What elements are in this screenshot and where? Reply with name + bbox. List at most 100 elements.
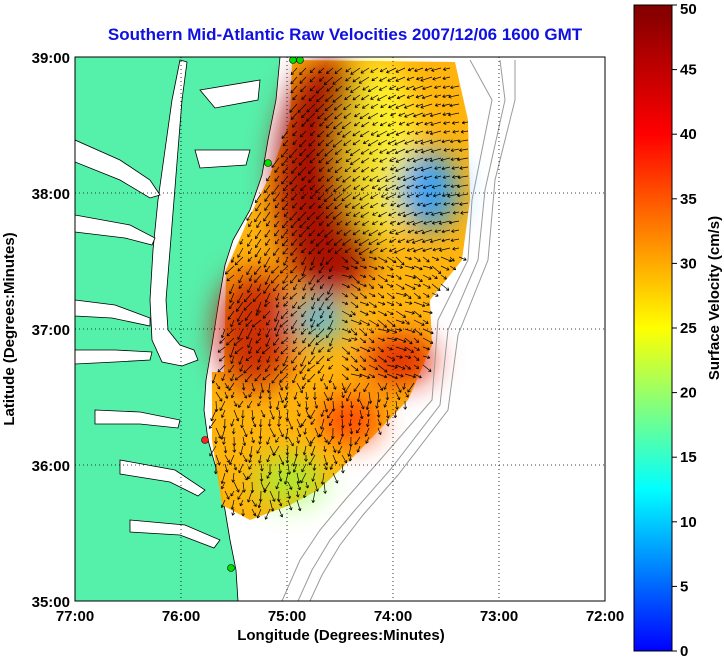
velocity-arrow	[299, 130, 307, 138]
velocity-arrow	[440, 157, 451, 162]
velocity-arrow	[306, 112, 316, 122]
velocity-arrow	[377, 301, 386, 306]
velocity-arrow	[377, 346, 384, 353]
velocity-arrow	[422, 274, 432, 280]
velocity-arrow	[266, 355, 271, 363]
velocity-arrow	[423, 175, 433, 180]
velocity-arrow	[274, 229, 280, 237]
velocity-arrow	[297, 274, 307, 282]
velocity-arrow	[306, 364, 316, 372]
colorbar-tick-label: 50	[680, 1, 697, 18]
velocity-arrow	[298, 346, 307, 355]
velocity-arrow	[386, 418, 390, 427]
velocity-arrow	[422, 85, 433, 91]
velocity-arrow	[395, 337, 407, 343]
velocity-arrow	[364, 427, 370, 437]
velocity-arrow	[278, 409, 282, 420]
velocity-arrow	[242, 472, 248, 481]
velocity-arrow	[404, 274, 416, 280]
velocity-arrow	[291, 229, 298, 237]
velocity-arrow	[301, 319, 307, 327]
velocity-arrow	[334, 166, 343, 173]
velocity-arrow	[332, 211, 343, 220]
velocity-arrow	[226, 328, 235, 337]
velocity-arrow	[395, 67, 406, 73]
velocity-arrow	[450, 148, 460, 153]
velocity-arrow	[309, 184, 316, 191]
velocity-arrow	[368, 355, 377, 362]
velocity-arrow	[299, 67, 307, 76]
velocity-arrow	[379, 112, 388, 118]
velocity-arrow	[300, 355, 307, 367]
velocity-arrow	[319, 310, 325, 319]
velocity-arrow	[263, 283, 271, 294]
velocity-arrow	[296, 382, 303, 394]
velocity-arrow	[449, 139, 460, 144]
velocity-arrow	[230, 490, 235, 497]
y-tick-label: 37:00	[32, 322, 70, 339]
velocity-arrow	[357, 418, 362, 426]
velocity-arrow	[360, 157, 370, 164]
velocity-arrow	[280, 346, 289, 355]
velocity-arrow	[341, 310, 353, 318]
velocity-arrow	[345, 67, 352, 73]
velocity-arrow	[370, 193, 379, 199]
velocity-arrow	[316, 148, 325, 157]
velocity-arrow	[266, 454, 271, 463]
velocity-arrow	[271, 373, 280, 384]
velocity-arrow	[300, 85, 307, 93]
velocity-arrow	[379, 157, 388, 163]
velocity-arrow	[406, 193, 415, 198]
velocity-arrow	[440, 274, 447, 280]
x-tick-label: 72:00	[586, 608, 624, 625]
velocity-arrow	[354, 238, 361, 244]
velocity-arrow	[359, 346, 371, 353]
velocity-arrow	[317, 247, 325, 254]
velocity-arrow	[386, 130, 397, 137]
velocity-arrow	[345, 211, 352, 216]
velocity-arrow	[389, 238, 397, 243]
velocity-arrow	[283, 256, 289, 266]
velocity-arrow	[302, 292, 307, 300]
bathymetry-contours	[281, 59, 516, 601]
velocity-arrow	[378, 211, 388, 218]
velocity-arrow	[285, 409, 289, 422]
velocity-arrow	[332, 76, 343, 85]
velocity-arrow	[395, 265, 404, 269]
velocity-arrow	[282, 274, 289, 284]
velocity-arrow	[281, 130, 289, 139]
velocity-arrow	[310, 346, 316, 355]
velocity-arrow	[395, 346, 407, 352]
velocity-arrow	[349, 409, 354, 417]
velocity-arrow	[305, 391, 309, 400]
velocity-arrow	[389, 220, 397, 225]
velocity-arrow	[341, 193, 352, 202]
velocity-arrow	[239, 445, 244, 456]
velocity-arrow	[344, 382, 352, 394]
velocity-arrow	[368, 373, 376, 378]
velocity-arrow	[323, 445, 327, 453]
velocity-arrow	[253, 265, 262, 275]
velocity-arrow	[231, 472, 235, 483]
velocity-arrow	[309, 265, 316, 271]
velocity-arrow	[451, 202, 460, 206]
velocity-arrow	[236, 310, 244, 322]
velocity-arrow	[254, 211, 262, 223]
velocity-arrow	[291, 355, 298, 364]
velocity-arrow	[386, 67, 397, 74]
velocity-arrow	[425, 130, 433, 135]
velocity-arrow	[290, 220, 298, 229]
velocity-arrow	[289, 292, 298, 300]
velocity-arrow	[385, 193, 397, 200]
velocity-arrow	[326, 355, 334, 361]
velocity-arrow	[362, 175, 370, 181]
velocity-arrow	[422, 265, 433, 270]
velocity-arrow	[379, 220, 388, 226]
velocity-arrow	[323, 436, 328, 443]
velocity-arrow	[345, 76, 352, 82]
velocity-arrows	[208, 67, 469, 520]
velocity-arrow	[377, 310, 388, 317]
velocity-arrow	[309, 67, 316, 74]
velocity-arrow	[434, 175, 442, 179]
